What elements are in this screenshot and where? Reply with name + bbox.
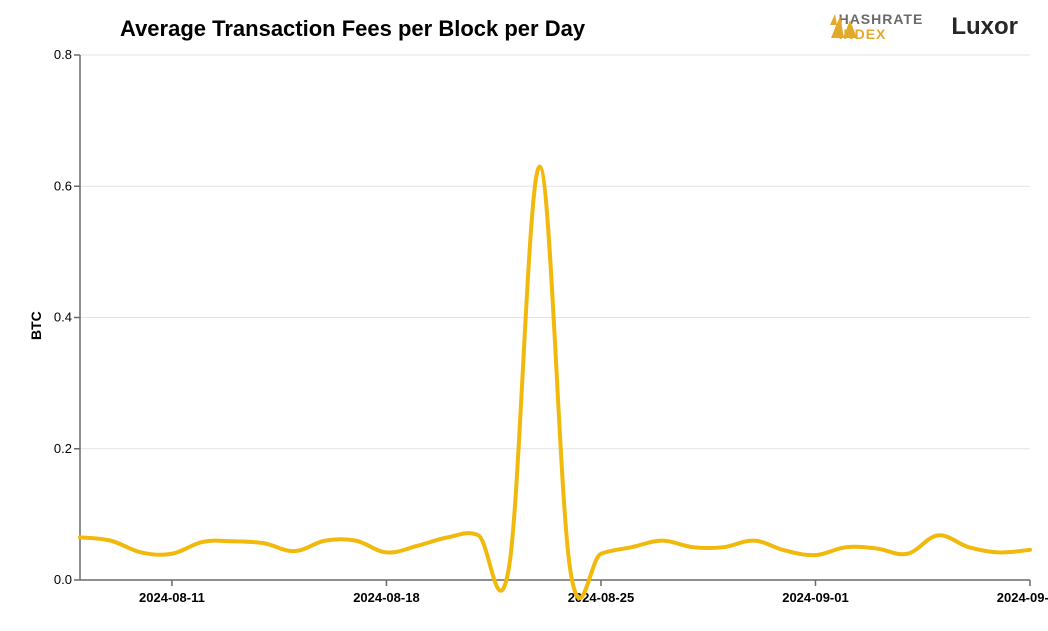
y-tick-label: 0.4 — [54, 310, 72, 325]
x-tick-label: 2024-08-18 — [353, 590, 420, 605]
x-tick-label: 2024-08-11 — [139, 590, 205, 605]
y-tick-label: 0.8 — [54, 47, 72, 62]
y-tick-label: 0.2 — [54, 441, 72, 456]
x-tick-label: 2024-09-08 — [997, 590, 1048, 605]
y-tick-label: 0.6 — [54, 178, 72, 193]
y-tick-label: 0.0 — [54, 572, 72, 587]
x-tick-label: 2024-09-01 — [782, 590, 849, 605]
chart-stage: Average Transaction Fees per Block per D… — [0, 0, 1048, 631]
series-line-avg_tx_fees_per_block — [80, 167, 1030, 599]
chart-svg: 0.0 0.2 0.4 0.6 0.8 2024-08-11 2024-08-18 2024-… — [0, 0, 1048, 631]
